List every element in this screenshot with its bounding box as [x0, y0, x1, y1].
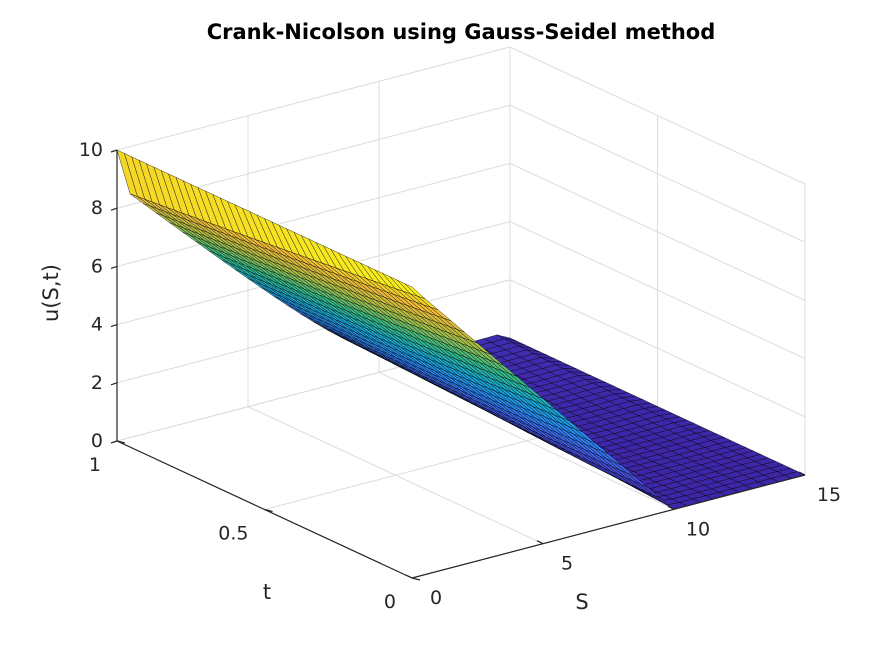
x-axis-label: S: [575, 590, 588, 614]
x-tick-mark: [405, 574, 413, 579]
x-tick-label: 5: [561, 553, 573, 575]
z-tick-mark: [110, 382, 118, 386]
x-tick-label: 0: [430, 587, 442, 609]
grid-line: [116, 279, 511, 384]
grid-line: [509, 46, 806, 185]
x-axis-line: [411, 474, 806, 579]
chart-title: Crank-Nicolson using Gauss-Seidel method: [207, 20, 716, 44]
grid-line: [509, 279, 806, 418]
surface: [116, 149, 806, 510]
z-tick-label: 10: [79, 139, 103, 161]
grid-line: [509, 162, 806, 301]
z-tick-mark: [110, 207, 118, 211]
z-tick-mark: [110, 440, 118, 444]
z-tick-label: 8: [91, 197, 103, 219]
grid-line: [509, 104, 806, 243]
x-tick-label: 10: [686, 518, 710, 540]
z-tick-label: 2: [91, 372, 103, 394]
z-tick-mark: [110, 265, 118, 269]
y-tick-label: 0: [384, 591, 396, 613]
axes: [110, 149, 806, 581]
y-tick-mark: [116, 440, 126, 444]
grid-line: [509, 221, 806, 360]
y-tick-mark: [411, 577, 421, 581]
z-tick-label: 6: [91, 255, 103, 277]
z-tick-label: 4: [91, 314, 103, 336]
y-tick-label: 1: [89, 454, 101, 476]
y-tick-mark: [264, 508, 273, 513]
x-tick-mark: [667, 505, 675, 510]
x-tick-mark: [536, 540, 544, 545]
y-tick-label: 0.5: [218, 523, 248, 545]
z-tick-mark: [110, 149, 118, 153]
grid-line: [116, 162, 511, 267]
z-axis-label: u(S,t): [39, 264, 63, 322]
z-tick-mark: [110, 324, 118, 328]
z-tick-label: 0: [91, 430, 103, 452]
x-tick-mark: [798, 471, 806, 476]
grid-line: [116, 46, 511, 151]
x-tick-label: 15: [817, 484, 841, 506]
y-axis-label: t: [263, 580, 271, 604]
